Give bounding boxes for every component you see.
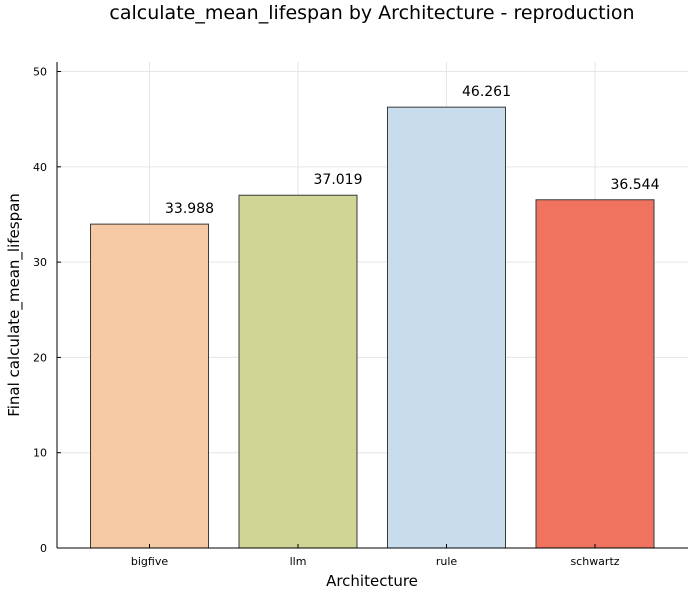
data-label-bigfive: 33.988 [165,201,214,217]
x-tick-label: llm [290,555,307,568]
x-tick-label: bigfive [131,555,168,568]
y-tick-label: 10 [33,447,47,460]
data-label-schwartz: 36.544 [611,177,660,193]
y-tick-labels: 0 10 20 30 40 50 [33,66,61,555]
axes [56,62,688,549]
data-label-llm: 37.019 [314,172,363,188]
y-tick-label: 0 [40,542,47,555]
y-tick-label: 50 [33,66,47,79]
chart-title: calculate_mean_lifespan by Architecture … [109,2,634,24]
y-tick-label: 20 [33,351,47,364]
value-labels: 33.988 37.019 46.261 36.544 [165,84,660,217]
bar-rule [387,106,506,549]
bar-bigfive [90,223,209,549]
y-tick-label: 40 [33,161,47,174]
y-tick-label: 30 [33,256,47,269]
x-axis-label: Architecture [326,572,418,590]
bar-schwartz [535,199,655,549]
x-tick-label: schwartz [570,555,619,568]
bar-llm [238,194,358,549]
bars [90,106,655,549]
x-tick-labels: bigfive llm rule schwartz [131,544,620,568]
y-axis-label: Final calculate_mean_lifespan [5,193,24,417]
data-label-rule: 46.261 [462,84,511,100]
x-tick-label: rule [436,555,458,568]
